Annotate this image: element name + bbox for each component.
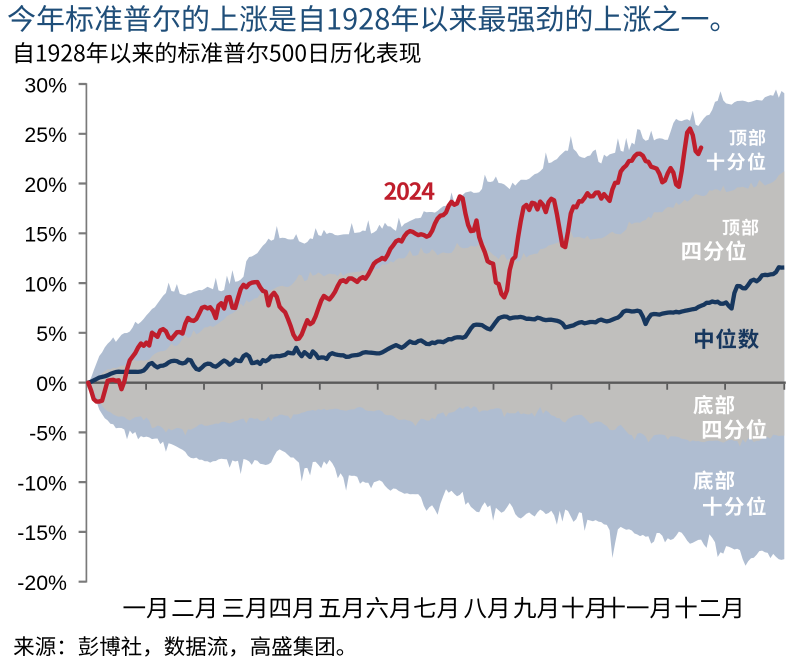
svg-text:15%: 15%: [24, 223, 67, 247]
svg-text:20%: 20%: [24, 173, 67, 197]
svg-text:-15%: -15%: [17, 521, 67, 545]
svg-text:0%: 0%: [36, 372, 67, 396]
svg-text:5%: 5%: [36, 322, 67, 346]
svg-text:-20%: -20%: [17, 571, 67, 595]
svg-text:-10%: -10%: [17, 471, 67, 495]
svg-text:25%: 25%: [24, 123, 67, 147]
svg-text:-5%: -5%: [29, 422, 67, 446]
svg-text:30%: 30%: [24, 73, 67, 97]
svg-text:10%: 10%: [24, 272, 67, 296]
